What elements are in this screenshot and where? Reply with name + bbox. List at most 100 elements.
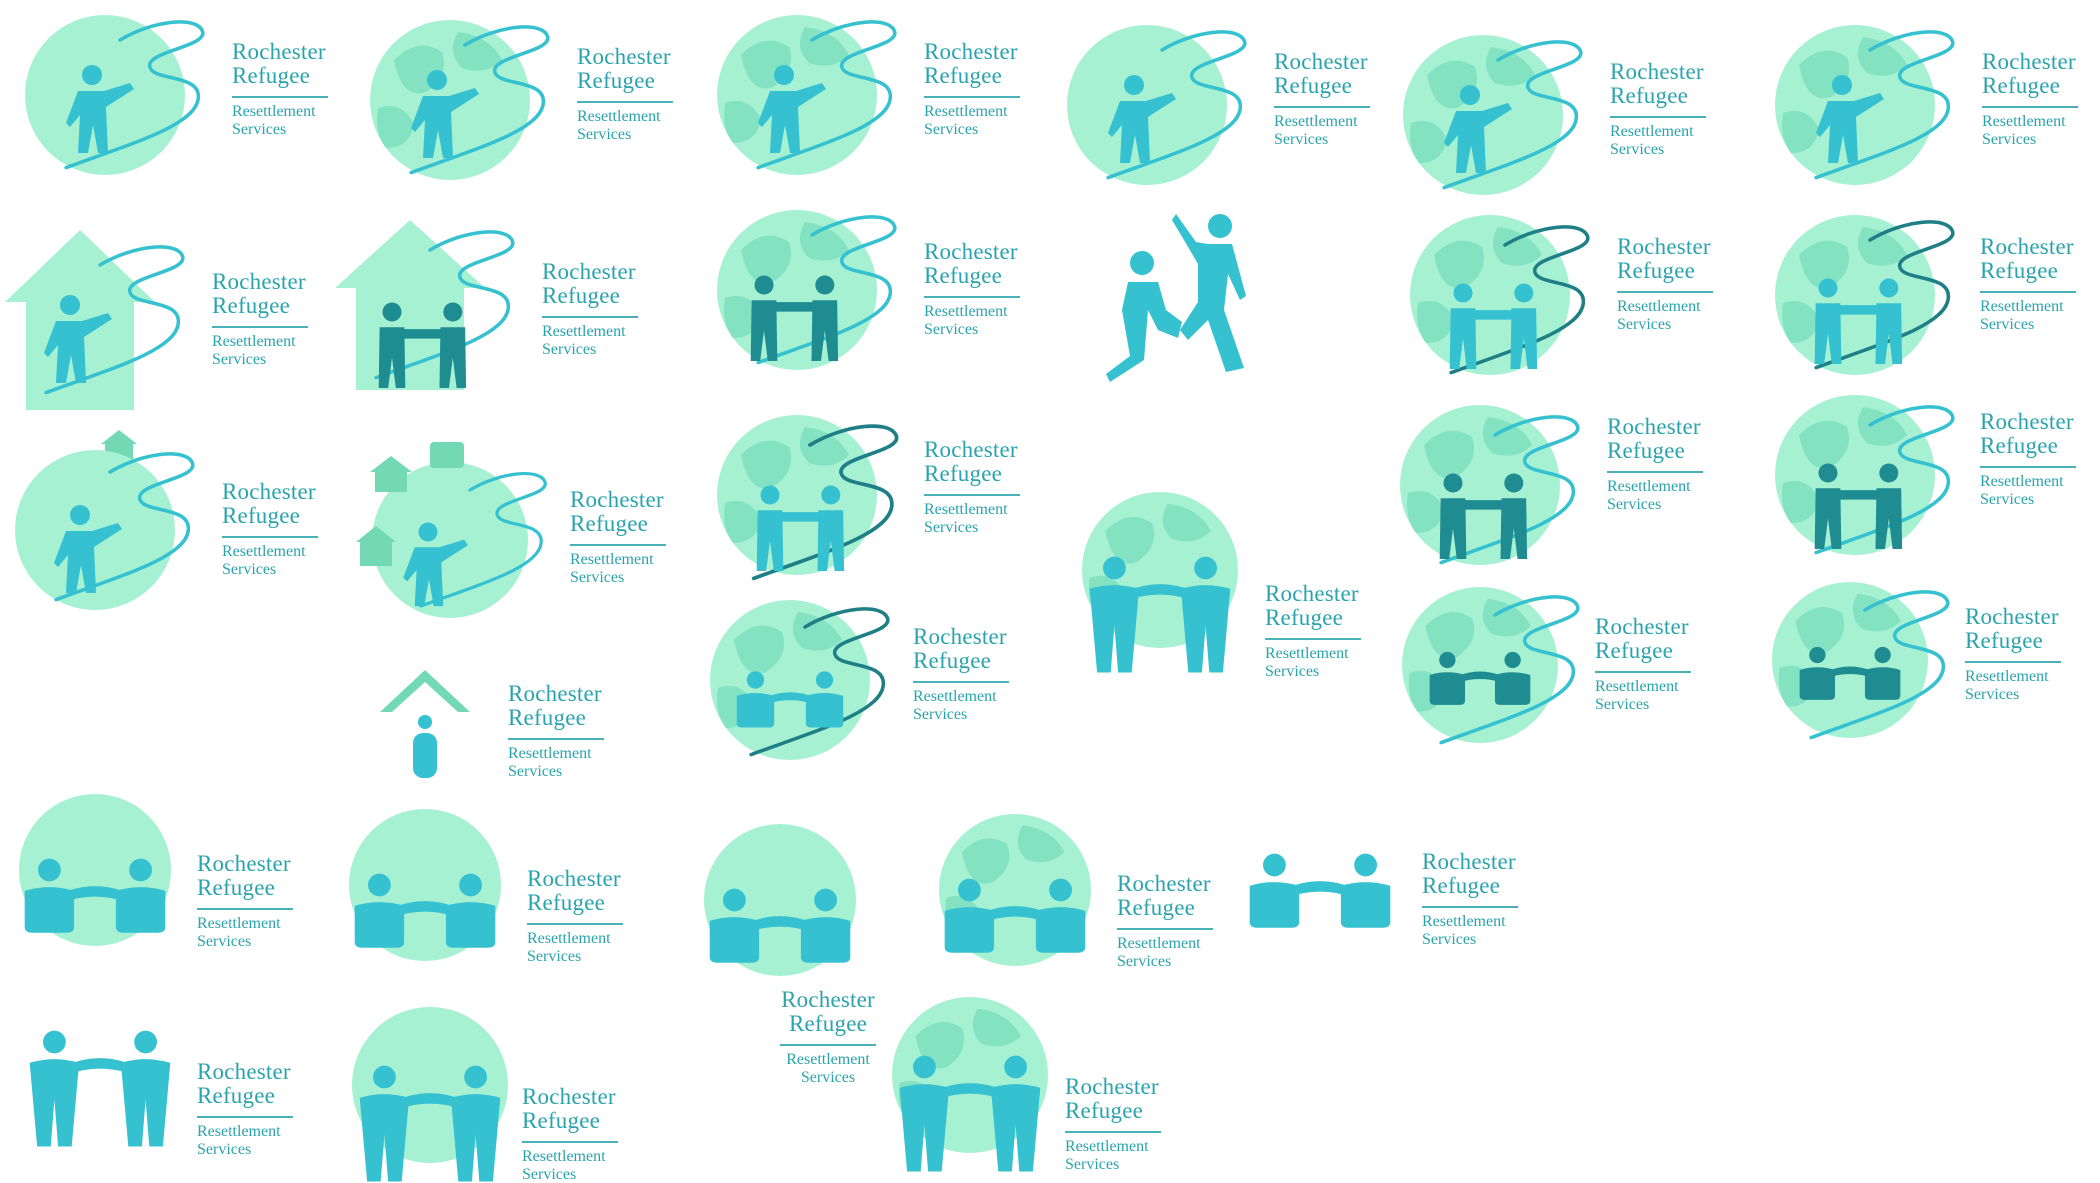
globe-icon	[1400, 405, 1560, 565]
person-icon	[411, 88, 479, 158]
wordmark-resettlement: Resettlement	[527, 930, 611, 947]
wordmark-refugee: Refugee	[527, 890, 606, 915]
wordmark-rochester: Rochester	[197, 1059, 291, 1084]
wordmark-divider	[1595, 671, 1691, 673]
handshake-icon	[1287, 881, 1353, 898]
person-head-icon	[1049, 878, 1072, 902]
person-head-icon	[760, 485, 780, 505]
person-head-icon	[1809, 646, 1826, 664]
globe-icon	[710, 600, 870, 760]
river-icon	[756, 20, 897, 170]
wordmark: Rochester Refugee Resettlement Services	[527, 867, 623, 965]
logo-concept-globe-person-5: Rochester Refugee Resettlement Services	[1398, 20, 1718, 210]
wordmark-refugee: Refugee	[542, 283, 621, 308]
continent-shape	[377, 106, 414, 148]
wordmark-services: Services	[1980, 491, 2035, 508]
continent-shape	[1795, 606, 1845, 654]
wordmark: Rochester Refugee Resettlement Services	[1117, 872, 1213, 970]
logo-concept-kneeling-figures	[1100, 210, 1280, 390]
logo-mark	[939, 814, 1091, 966]
wordmark-services: Services	[913, 706, 968, 723]
wordmark: Rochester Refugee Resettlement Services	[508, 682, 604, 780]
logo-mark	[1775, 25, 1955, 185]
small-house-icon	[375, 470, 407, 492]
handshake-icon	[1826, 666, 1874, 679]
logo-mark	[1106, 214, 1246, 382]
river-icon	[54, 452, 195, 602]
person-icon	[817, 510, 845, 571]
wordmark-resettlement: Resettlement	[232, 103, 316, 120]
person-icon	[1035, 907, 1086, 953]
person-head-icon	[1194, 556, 1217, 580]
wordmark: Rochester Refugee Resettlement Services	[577, 45, 673, 143]
person-head-icon	[1453, 283, 1473, 303]
person-head-icon	[1504, 651, 1521, 669]
person-icon	[1864, 667, 1901, 700]
person-icon	[756, 510, 784, 571]
logo-mark	[1772, 582, 1950, 740]
wordmark-refugee: Refugee	[913, 648, 992, 673]
person-icon	[44, 313, 112, 383]
logo-mark	[1403, 35, 1583, 195]
wordmark-refugee: Refugee	[1595, 638, 1674, 663]
wordmark-rochester: Rochester	[508, 681, 602, 706]
person-icon	[1814, 488, 1842, 549]
wordmark: Rochester Refugee Resettlement Services	[197, 852, 293, 950]
wordmark-resettlement: Resettlement	[212, 333, 296, 350]
person-head-icon	[418, 715, 432, 729]
person-icon	[54, 523, 122, 593]
person-icon	[1816, 93, 1884, 163]
continent-shape	[1485, 47, 1535, 86]
wordmark-rochester: Rochester	[1117, 871, 1211, 896]
person-icon	[1108, 93, 1176, 163]
wordmark-refugee: Refugee	[1610, 83, 1689, 108]
wordmark-resettlement: Resettlement	[1265, 645, 1349, 662]
logo-concept-chunky-plain-1: Rochester Refugee Resettlement Services	[15, 790, 335, 1050]
wordmark-refugee: Refugee	[232, 63, 311, 88]
wordmark-refugee: Refugee	[924, 461, 1003, 486]
wordmark-resettlement: Resettlement	[1965, 668, 2049, 685]
wordmark: Rochester Refugee Resettlement Services	[1595, 615, 1691, 713]
wordmark: Rochester Refugee Resettlement Services	[222, 480, 318, 578]
handshake-icon	[773, 302, 816, 312]
wordmark-services: Services	[924, 321, 979, 338]
wordmark-rochester: Rochester	[1595, 614, 1689, 639]
handshake-icon	[1462, 500, 1505, 510]
logo-mark	[380, 670, 470, 778]
person-icon	[750, 300, 778, 361]
person-icon	[1875, 303, 1903, 364]
wordmark-refugee: Refugee	[788, 1011, 868, 1036]
wordmark-services: Services	[1607, 496, 1662, 513]
kneeling-person-icon	[1106, 282, 1182, 382]
wordmark-refugee: Refugee	[1607, 438, 1686, 463]
wordmark-services: Services	[1422, 931, 1477, 948]
river-icon	[64, 20, 205, 170]
person-icon	[800, 917, 851, 963]
wordmark-resettlement: Resettlement	[577, 108, 661, 125]
wordmark-resettlement: Resettlement	[1595, 678, 1679, 695]
logo-mark	[1082, 492, 1238, 673]
continent-shape	[1482, 598, 1531, 637]
continent-shape	[1017, 825, 1065, 863]
wordmark-divider	[1117, 928, 1213, 930]
wordmark-rochester: Rochester	[1607, 414, 1701, 439]
wordmark-services: Services	[1117, 953, 1172, 970]
wordmark-services: Services	[222, 561, 277, 578]
person-head-icon	[815, 671, 834, 689]
person-head-icon	[814, 888, 837, 912]
person-icon	[445, 902, 496, 948]
wordmark-resettlement: Resettlement	[924, 103, 1008, 120]
continent-shape	[792, 612, 842, 651]
continent-shape	[799, 222, 849, 261]
wordmark-services: Services	[1595, 696, 1650, 713]
wordmark-divider	[1982, 106, 2078, 108]
continent-shape	[741, 235, 791, 284]
wordmark-refugee: Refugee	[1117, 895, 1196, 920]
person-icon	[115, 887, 166, 933]
continent-shape	[1424, 430, 1474, 479]
person-head-icon	[1004, 1055, 1027, 1079]
continent-shape	[1162, 503, 1211, 542]
logo-mark	[1775, 395, 1955, 555]
wordmark: Rochester Refugee Resettlement Services	[913, 625, 1009, 723]
logo-concept-globe-person-6: Rochester Refugee Resettlement Services	[1770, 10, 2090, 200]
